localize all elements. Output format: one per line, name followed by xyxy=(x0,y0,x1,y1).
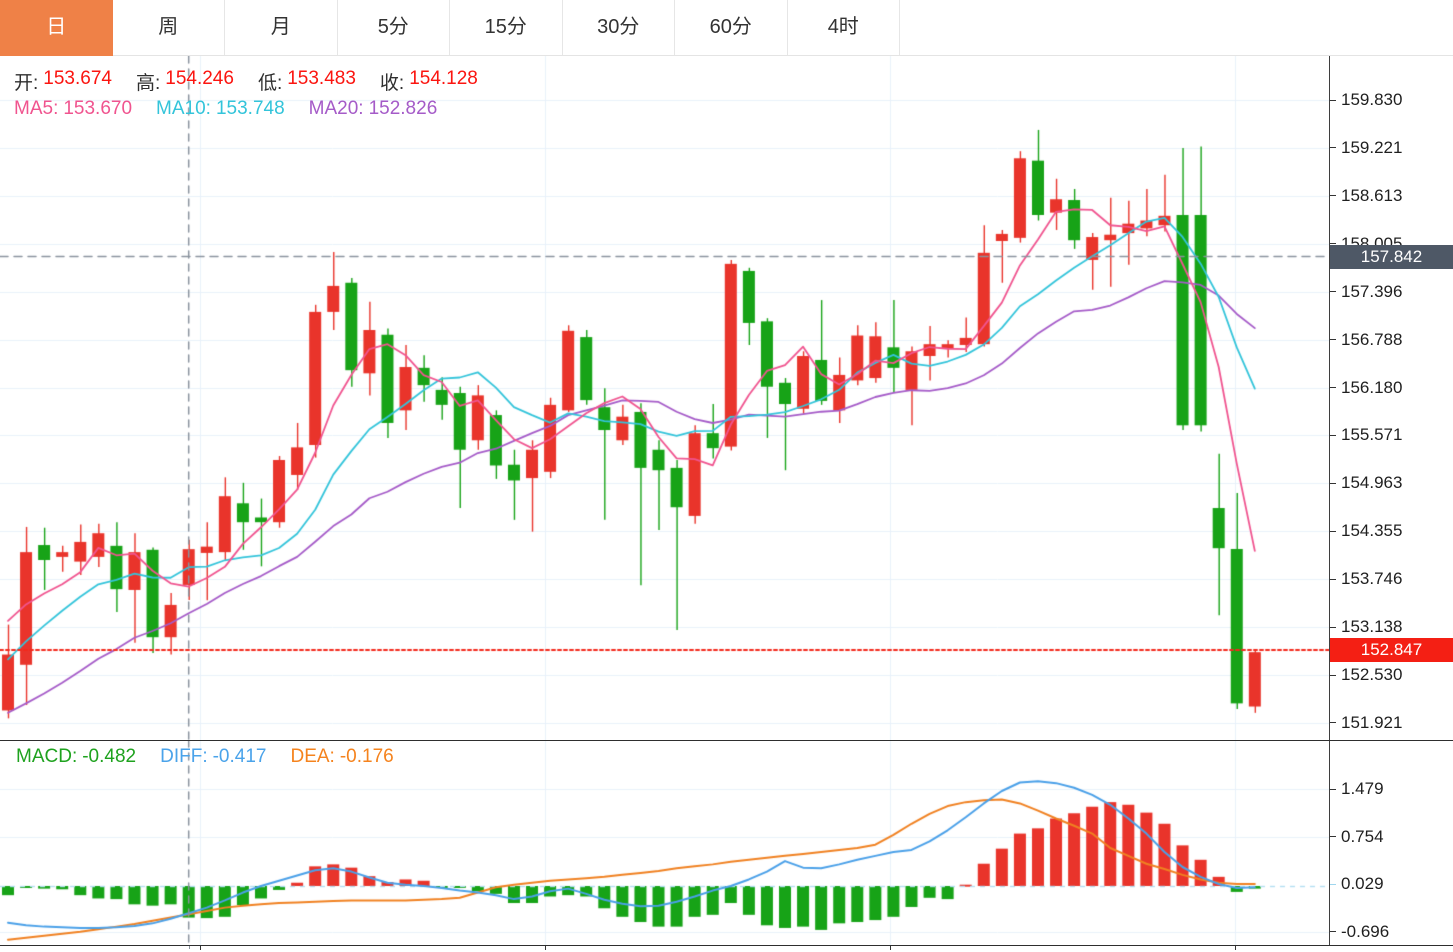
time-tick xyxy=(890,946,891,950)
macd-label: MACD: xyxy=(16,746,78,767)
dea-value: -0.176 xyxy=(339,746,394,767)
price-tick: 153.138 xyxy=(1330,617,1402,637)
macd-tick: 1.479 xyxy=(1330,779,1384,799)
price-tick: 159.830 xyxy=(1330,90,1402,110)
ma20-value: 152.826 xyxy=(368,98,438,119)
open-label: 开: xyxy=(14,73,39,94)
tab-30min[interactable]: 30分 xyxy=(562,0,675,55)
tab-5min[interactable]: 5分 xyxy=(337,0,450,55)
ma5-value: 153.670 xyxy=(63,98,133,119)
open-value: 153.674 xyxy=(43,68,112,89)
macd-tick: 0.754 xyxy=(1330,827,1384,847)
timeframe-tab-bar: 日 周 月 5分 15分 30分 60分 4时 xyxy=(0,0,1453,56)
price-tick: 153.746 xyxy=(1330,569,1402,589)
macd-tick: 0.029 xyxy=(1330,874,1384,894)
ma10-value: 153.748 xyxy=(215,98,285,119)
low-label: 低: xyxy=(257,73,283,94)
panel-divider xyxy=(0,740,1453,741)
price-tick: 156.180 xyxy=(1330,378,1402,398)
close-label: 收: xyxy=(379,73,405,94)
price-marker-dark-badge: 157.842 xyxy=(1330,244,1453,269)
tab-week[interactable]: 周 xyxy=(112,0,225,55)
price-axis: 159.830 159.221 158.613 158.005 157.396 … xyxy=(1330,56,1453,945)
candlestick-chart-canvas[interactable] xyxy=(0,56,1330,740)
tab-60min[interactable]: 60分 xyxy=(675,0,788,55)
diff-value: -0.417 xyxy=(212,746,267,767)
high-value: 154.246 xyxy=(165,68,234,89)
axis-separator-line xyxy=(1329,56,1330,945)
chart-bottom-border xyxy=(0,945,1453,946)
ma10-label: MA10: xyxy=(156,98,211,119)
price-tick: 152.530 xyxy=(1330,665,1402,685)
macd-tick: -0.696 xyxy=(1330,922,1389,942)
price-tick: 158.613 xyxy=(1330,186,1402,206)
price-tick: 154.963 xyxy=(1330,473,1402,493)
ma-legend: MA5: 153.670 MA10: 153.748 MA20: 152.826 xyxy=(14,98,437,120)
dea-label: DEA: xyxy=(290,746,335,767)
ohlc-legend: 开: 153.674 高: 154.246 低: 153.483 收: 154.128 xyxy=(14,68,478,95)
macd-chart-canvas[interactable] xyxy=(0,740,1330,945)
time-axis-strip xyxy=(0,946,1453,952)
time-tick xyxy=(545,946,546,950)
crosshair-stub xyxy=(189,946,190,952)
price-marker-red-badge: 152.847 xyxy=(1330,638,1453,663)
tab-month[interactable]: 月 xyxy=(225,0,338,55)
macd-value: -0.482 xyxy=(82,746,137,767)
tab-4hour[interactable]: 4时 xyxy=(787,0,900,55)
low-value: 153.483 xyxy=(287,68,356,89)
high-label: 高: xyxy=(135,73,161,94)
price-tick: 157.396 xyxy=(1330,282,1402,302)
price-tick: 155.571 xyxy=(1330,425,1402,445)
macd-legend: MACD: -0.482 DIFF: -0.417 DEA: -0.176 xyxy=(16,746,394,768)
tab-15min[interactable]: 15分 xyxy=(450,0,563,55)
time-tick xyxy=(200,946,201,950)
price-tick: 154.355 xyxy=(1330,521,1402,541)
ma20-label: MA20: xyxy=(308,98,364,119)
price-tick: 151.921 xyxy=(1330,713,1402,733)
diff-label: DIFF: xyxy=(160,746,208,767)
tab-day[interactable]: 日 xyxy=(0,0,113,56)
price-tick: 156.788 xyxy=(1330,330,1402,350)
time-tick xyxy=(1235,946,1236,950)
price-tick: 159.221 xyxy=(1330,138,1402,158)
close-value: 154.128 xyxy=(409,68,478,89)
ma5-label: MA5: xyxy=(14,98,59,119)
